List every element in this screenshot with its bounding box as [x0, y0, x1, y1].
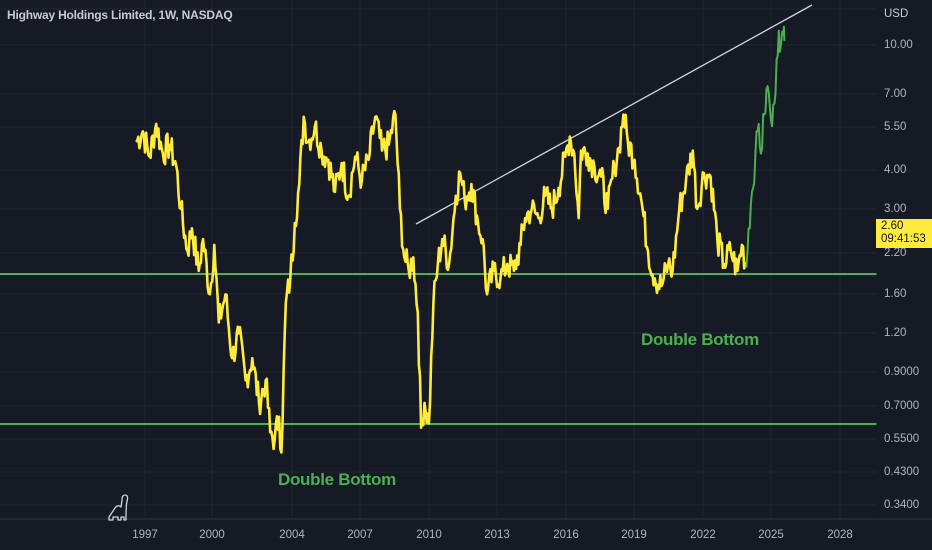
- price-tick-label: 1.20: [884, 327, 907, 339]
- chart-title: Highway Holdings Limited, 1W, NASDAQ: [7, 8, 233, 22]
- price-tick-label: 0.4300: [884, 466, 920, 478]
- time-tick-label: 2010: [416, 529, 442, 541]
- grid: [0, 0, 877, 519]
- support-lines[interactable]: [0, 273, 877, 425]
- time-tick-label: 2025: [758, 529, 784, 541]
- time-tick-label: 2000: [199, 529, 225, 541]
- price-tick-label: 3.00: [884, 203, 907, 215]
- annotation-double-bottom-2019[interactable]: Double Bottom: [641, 330, 759, 349]
- bar-countdown: 09:41:53: [881, 233, 926, 245]
- time-tick-label: 2004: [279, 529, 305, 541]
- price-tick-label: 4.00: [884, 164, 907, 176]
- time-tick-label: 2007: [347, 529, 373, 541]
- time-tick-label: 2019: [621, 529, 647, 541]
- price-tick-label: 0.9000: [884, 366, 920, 378]
- time-tick-label: 2028: [827, 529, 853, 541]
- price-tick-label: 1.60: [884, 288, 907, 300]
- time-tick-label: 1997: [132, 529, 158, 541]
- trendline[interactable]: [415, 4, 813, 225]
- annotation-double-bottom-2003[interactable]: Double Bottom: [278, 470, 396, 489]
- time-tick-label: 2016: [553, 529, 579, 541]
- price-tick-label: 0.3400: [884, 499, 920, 511]
- price-line: [135, 109, 748, 454]
- last-price-value: 2.60: [881, 220, 904, 232]
- resistance-trendline[interactable]: [415, 4, 813, 225]
- price-line-recent: [745, 25, 786, 268]
- price-tick-label: 2.20: [884, 247, 907, 259]
- price-series: [135, 25, 786, 454]
- price-tick-label: 7.00: [884, 88, 907, 100]
- currency-label[interactable]: USD: [884, 8, 909, 20]
- time-tick-label: 2022: [690, 529, 716, 541]
- price-tick-label: 0.5500: [884, 433, 920, 445]
- last-price-badge: 2.60 09:41:53: [876, 219, 932, 248]
- price-tick-label: 5.50: [884, 121, 907, 133]
- tradingview-logo-icon[interactable]: [106, 492, 132, 522]
- price-tick-label: 0.7000: [884, 400, 920, 412]
- price-tick-label: 10.00: [884, 39, 913, 51]
- time-tick-label: 2013: [484, 529, 510, 541]
